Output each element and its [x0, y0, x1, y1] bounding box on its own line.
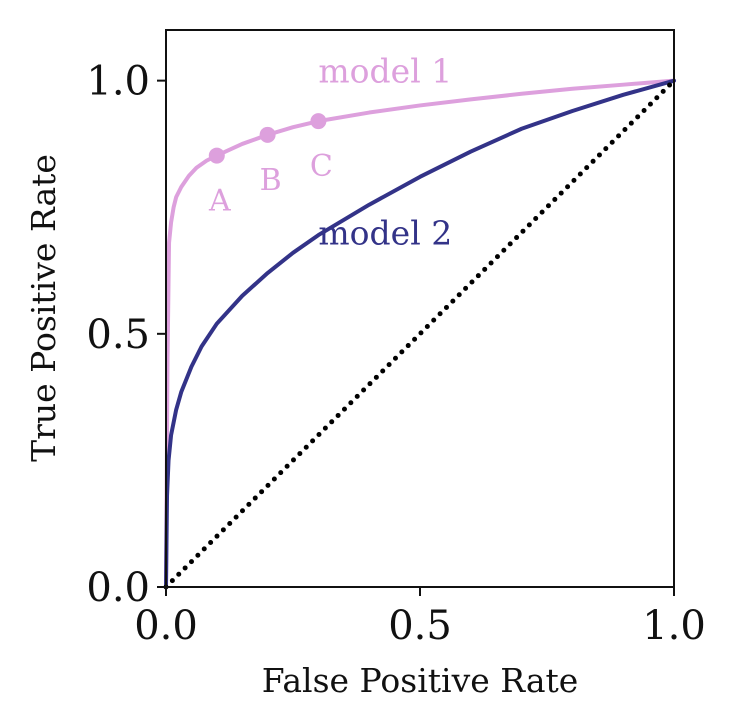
axes-layer: 0.0 0.5 1.0 0.0 0.5 1.0 — [86, 29, 706, 649]
y-tick-label: 0.5 — [86, 312, 150, 358]
x-tick-label: 0.5 — [388, 603, 452, 649]
point-B — [259, 126, 276, 143]
point-C — [310, 113, 327, 130]
point-label-B: B — [260, 163, 282, 198]
series-line-chance — [163, 78, 677, 590]
series-label-model-2: model 2 — [318, 214, 452, 253]
series-label-model-1: model 1 — [318, 52, 452, 91]
series-line-model-1 — [164, 78, 676, 589]
points-layer: AB C — [208, 113, 333, 219]
y-tick-label: 0.0 — [86, 565, 150, 611]
y-axis-title: True Positive Rate — [24, 154, 63, 462]
x-tick-label: 1.0 — [642, 603, 706, 649]
series-layer: model 1 model 2 — [163, 52, 677, 590]
x-axis-title: False Positive Rate — [262, 661, 579, 700]
point-A — [208, 147, 225, 164]
y-tick-label: 1.0 — [86, 59, 150, 105]
series-line-model-2 — [164, 78, 676, 589]
point-label-A: A — [208, 184, 231, 219]
point-label-C: C — [310, 149, 333, 184]
x-tick-label: 0.0 — [134, 603, 198, 649]
plot-frame — [165, 29, 675, 588]
